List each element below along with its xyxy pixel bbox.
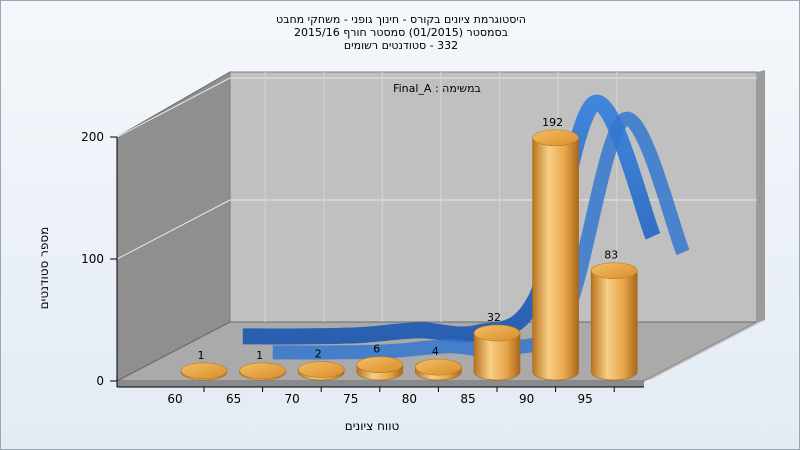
bar (297, 361, 345, 381)
chart-title-line-3: 332 - סטודנטים רשומים (343, 39, 459, 52)
bar-value-label: 2 (315, 348, 322, 361)
back-wall-right-edge (757, 70, 765, 322)
x-tick-label: 90 (519, 392, 534, 406)
bar (415, 358, 462, 381)
back-wall (229, 71, 758, 323)
y-tick-label: 0 (96, 374, 104, 388)
bar (590, 262, 638, 381)
bar (180, 362, 228, 381)
chart-title-line-2: בסמסטר (01/2015) סמסטר חורף 2015/16 (294, 26, 508, 39)
bar-value-label: 192 (542, 116, 563, 129)
bar-value-label: 4 (432, 345, 439, 358)
bar (239, 362, 286, 381)
bar (356, 356, 404, 381)
bar-value-label: 83 (604, 249, 618, 262)
gridline (116, 199, 231, 260)
chart-title-line-1: היסטוגרמת ציונים בקורס - חינוך גופני - מ… (275, 13, 526, 26)
x-tick-label: 70 (285, 392, 300, 406)
bar (473, 324, 521, 381)
x-axis-label: טווח ציונים (345, 419, 400, 433)
floor-edge (117, 381, 644, 387)
x-tick-label: 80 (402, 392, 417, 406)
y-tick-label: 100 (81, 252, 104, 266)
bar-value-label: 32 (487, 311, 501, 324)
y-tick-label: 200 (81, 130, 104, 144)
chart-subtitle: Final_A : במשימה (393, 82, 481, 95)
right-edge (644, 320, 765, 381)
x-tick-label: 75 (343, 392, 358, 406)
y-axis-label: מספר סטודנטים (37, 227, 51, 310)
bar (532, 129, 579, 381)
x-tick-label: 60 (167, 392, 182, 406)
bar-value-label: 6 (373, 343, 380, 356)
x-tick-label: 95 (578, 392, 593, 406)
gridline (116, 77, 231, 138)
bar-value-label: 1 (256, 349, 263, 362)
x-tick-label: 85 (460, 392, 475, 406)
bar-value-label: 1 (198, 349, 205, 362)
x-tick-label: 65 (226, 392, 241, 406)
